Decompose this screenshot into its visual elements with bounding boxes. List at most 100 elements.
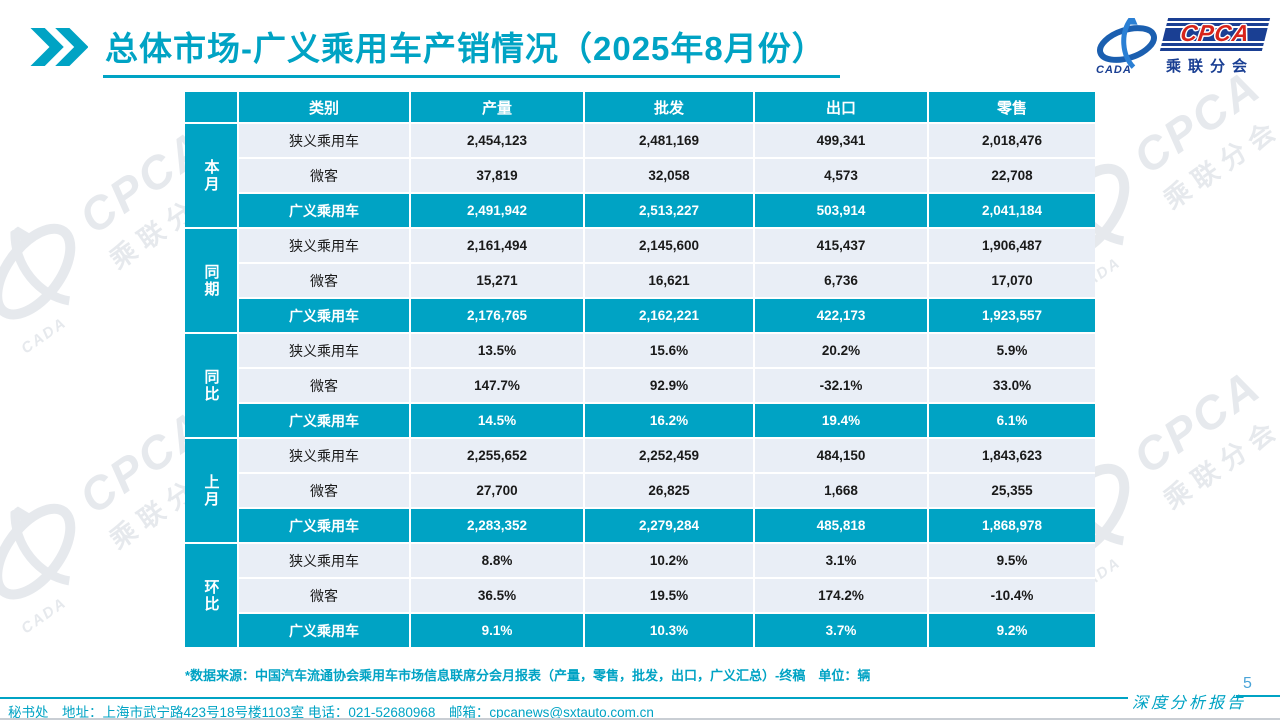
value-cell: 2,513,227 [585,194,753,227]
value-cell: 10.3% [585,614,753,647]
column-header: 出口 [755,92,927,122]
cpca-logo: CADA CPCA 乘联分会 [1094,14,1271,78]
value-cell: 3.1% [755,544,927,577]
value-cell: 2,454,123 [411,124,583,157]
value-cell: 2,279,284 [585,509,753,542]
value-cell: 499,341 [755,124,927,157]
cada-label: CADA [1096,64,1132,76]
cpca-wordmark: CPCA [1178,20,1252,46]
category-cell: 微客 [239,369,409,402]
value-cell: 8.8% [411,544,583,577]
cpca-stripe-block: CPCA [1159,18,1271,51]
value-cell: 2,255,652 [411,439,583,472]
column-header: 批发 [585,92,753,122]
data-table: 类别 产量 批发 出口 零售 本月 狭义乘用车 2,454,123 2,481,169 499,3… [185,92,1095,647]
value-cell: 1,668 [755,474,927,507]
value-cell: 5.9% [929,334,1095,367]
category-cell: 微客 [239,579,409,612]
column-header: 产量 [411,92,583,122]
data-source-footnote: *数据来源：中国汽车流通协会乘用车市场信息联席分会月报表（产量，零售，批发，出口… [185,668,871,683]
category-cell: 狭义乘用车 [239,334,409,367]
value-cell: 26,825 [585,474,753,507]
value-cell: 20.2% [755,334,927,367]
value-cell: -10.4% [929,579,1095,612]
value-cell: 422,173 [755,299,927,332]
cada-emblem-ghost-icon [0,223,76,320]
report-type-label: 深度分析报告 [1132,693,1247,712]
row-group-label: 同比 [185,334,237,437]
category-cell: 广义乘用车 [239,614,409,647]
row-group-label: 上月 [185,439,237,542]
cada-emblem-ghost-icon [0,503,76,600]
value-cell: 10.2% [585,544,753,577]
value-cell: 485,818 [755,509,927,542]
bottom-divider [0,718,1280,720]
cpca-subtitle: 乘联分会 [1166,58,1255,75]
secretariat-address: 秘书处 地址：上海市武宁路423号18号楼1103室 电话：021-526809… [8,705,654,720]
value-cell: 13.5% [411,334,583,367]
value-cell: 2,481,169 [585,124,753,157]
watermark-subtitle: 乘联分会 [1158,112,1280,215]
watermark-cada-label: CADA [18,314,71,358]
page-title: 总体市场-广义乘用车产销情况（2025年8月份） [103,22,840,78]
cada-emblem-icon: CADA [1094,14,1160,78]
watermark-subtitle: 乘联分会 [1158,412,1280,515]
value-cell: 2,162,221 [585,299,753,332]
header-corner-cell [185,92,237,122]
value-cell: 25,355 [929,474,1095,507]
value-cell: 174.2% [755,579,927,612]
value-cell: 37,819 [411,159,583,192]
slide-header: 总体市场-广义乘用车产销情况（2025年8月份） CADA CPCA 乘联分会 [0,0,1280,90]
value-cell: 2,161,494 [411,229,583,262]
value-cell: 17,070 [929,264,1095,297]
category-cell: 广义乘用车 [239,299,409,332]
value-cell: 92.9% [585,369,753,402]
double-chevron-icon [30,28,88,66]
category-cell: 广义乘用车 [239,404,409,437]
value-cell: -32.1% [755,369,927,402]
watermark-cada-label: CADA [18,594,71,638]
category-cell: 狭义乘用车 [239,124,409,157]
value-cell: 1,868,978 [929,509,1095,542]
footer-rule-left [0,697,1128,699]
category-cell: 微客 [239,264,409,297]
value-cell: 32,058 [585,159,753,192]
value-cell: 2,176,765 [411,299,583,332]
value-cell: 14.5% [411,404,583,437]
value-cell: 19.4% [755,404,927,437]
value-cell: 27,700 [411,474,583,507]
category-cell: 狭义乘用车 [239,544,409,577]
row-group-label: 环比 [185,544,237,647]
value-cell: 415,437 [755,229,927,262]
value-cell: 2,041,184 [929,194,1095,227]
value-cell: 15.6% [585,334,753,367]
watermark-cpca-label: CPCA [1123,359,1271,484]
value-cell: 484,150 [755,439,927,472]
value-cell: 1,843,623 [929,439,1095,472]
value-cell: 2,145,600 [585,229,753,262]
value-cell: 6.1% [929,404,1095,437]
value-cell: 503,914 [755,194,927,227]
category-cell: 狭义乘用车 [239,439,409,472]
value-cell: 1,906,487 [929,229,1095,262]
value-cell: 2,491,942 [411,194,583,227]
category-cell: 微客 [239,159,409,192]
value-cell: 4,573 [755,159,927,192]
value-cell: 19.5% [585,579,753,612]
footer-rule-right [1236,695,1280,697]
category-cell: 微客 [239,474,409,507]
value-cell: 16.2% [585,404,753,437]
category-cell: 广义乘用车 [239,194,409,227]
value-cell: 16,621 [585,264,753,297]
page-number: 5 [1243,675,1252,692]
category-cell: 广义乘用车 [239,509,409,542]
value-cell: 15,271 [411,264,583,297]
value-cell: 33.0% [929,369,1095,402]
value-cell: 1,923,557 [929,299,1095,332]
category-cell: 狭义乘用车 [239,229,409,262]
value-cell: 147.7% [411,369,583,402]
row-group-label: 本月 [185,124,237,227]
value-cell: 9.5% [929,544,1095,577]
value-cell: 6,736 [755,264,927,297]
value-cell: 2,252,459 [585,439,753,472]
